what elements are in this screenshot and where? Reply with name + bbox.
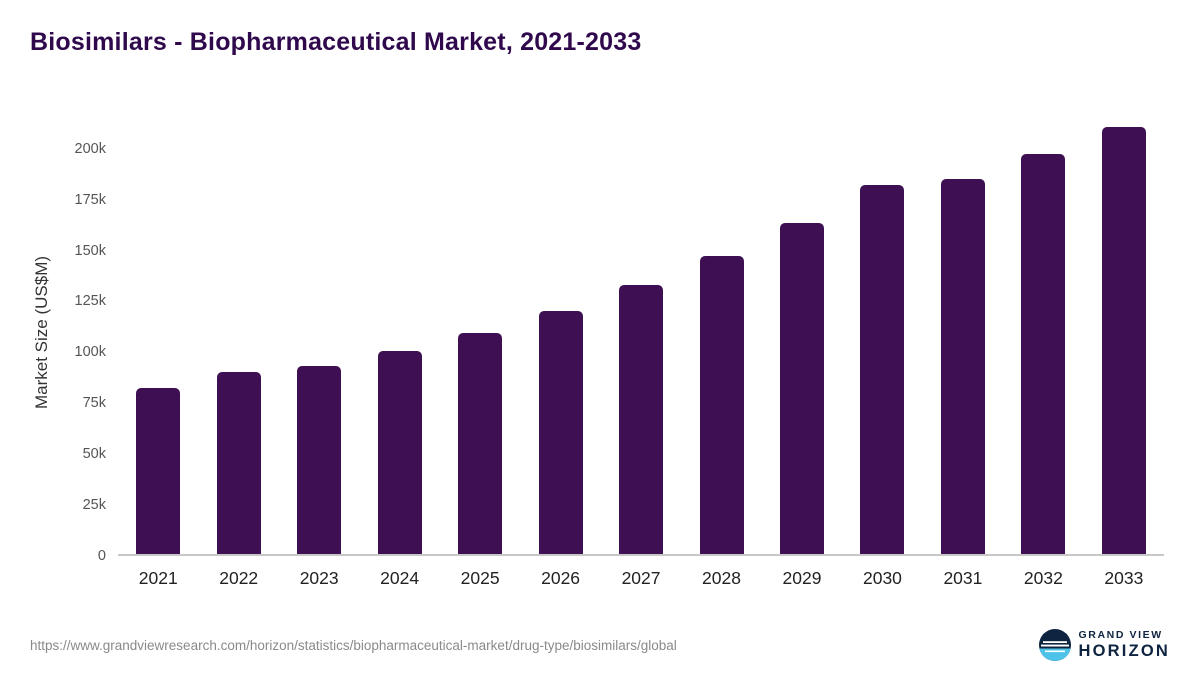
bar [216,371,261,554]
bar-column: 2022 [198,108,278,588]
footer: https://www.grandviewresearch.com/horizo… [30,629,1170,661]
logo-line1: GRAND VIEW [1078,629,1163,642]
bar-column: 2021 [118,108,198,588]
bar-column: 2031 [923,108,1003,588]
bar [619,285,664,554]
bar-column: 2028 [681,108,761,588]
bar [779,222,824,554]
bar-column: 2027 [601,108,681,588]
x-tick-label: 2026 [541,568,581,588]
bar-column: 2025 [440,108,520,588]
x-tick-label: 2032 [1023,568,1063,588]
bar [699,256,744,554]
bar-column: 2030 [842,108,922,588]
x-tick-label: 2023 [299,568,339,588]
y-tick-label: 50k [82,446,106,463]
bar [940,178,985,554]
x-tick-label: 2029 [782,568,822,588]
x-tick-label: 2027 [621,568,661,588]
chart-title: Biosimilars - Biopharmaceutical Market, … [30,28,642,56]
x-tick-label: 2024 [380,568,420,588]
bar-column: 2024 [359,108,439,588]
bar-column: 2032 [1003,108,1083,588]
x-tick-label: 2028 [702,568,741,588]
logo-text: GRAND VIEW HORIZON [1079,630,1170,660]
bar-column: 2026 [520,108,600,588]
plot-area: 2021 2022 2023 2024 2025 2026 2027 2028 2029 2030… [118,108,1164,588]
x-tick-label: 2025 [460,568,500,588]
x-tick-label: 2033 [1104,568,1144,588]
brand-logo: GRAND VIEW HORIZON [1038,629,1170,661]
bar [297,366,342,554]
y-axis: 0 25k 50k 75k 100k 125k 150k 175k 200k [56,108,118,564]
y-tick-label: 200k [74,140,106,157]
bar-column: 2029 [762,108,842,588]
horizon-sun-icon [1038,629,1071,661]
bar [1021,153,1066,554]
bar [458,333,503,554]
bar-column: 2023 [279,108,359,588]
bar [377,351,422,554]
y-tick-label: 25k [82,497,106,514]
y-tick-label: 0 [97,548,106,564]
x-tick-label: 2030 [862,568,902,588]
y-tick-label: 100k [74,344,106,361]
bar-chart: Market Size (US$M) 0 25k 50k 75k 100k 125k 150… [28,108,1164,588]
bar [1101,127,1146,554]
logo-line2: HORIZON [1078,641,1170,660]
bar-column: 2033 [1084,108,1164,588]
x-tick-label: 2021 [138,568,178,588]
source-url: https://www.grandviewresearch.com/horizo… [30,637,677,653]
bar [538,310,583,554]
y-tick-label: 150k [74,242,106,259]
x-tick-label: 2031 [943,568,983,588]
y-tick-label: 175k [74,191,106,208]
bar [136,387,181,554]
y-axis-title: Market Size (US$M) [32,255,51,409]
y-tick-label: 75k [82,395,106,412]
x-tick-label: 2022 [219,568,259,588]
y-tick-label: 125k [74,293,106,310]
bar [860,185,905,554]
